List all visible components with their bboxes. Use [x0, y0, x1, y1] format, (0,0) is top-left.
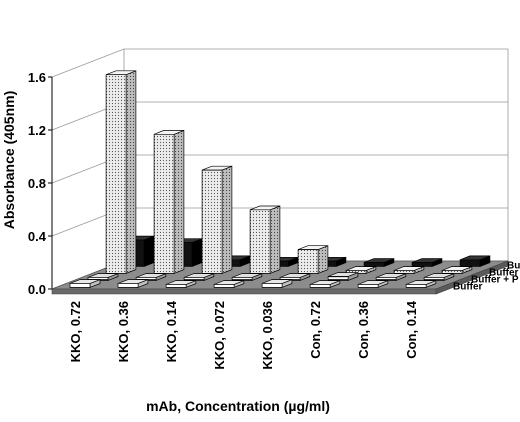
bar-front	[261, 283, 283, 288]
bar	[69, 279, 101, 288]
bar-side	[191, 238, 203, 267]
bar	[411, 258, 443, 267]
x-tick-label: Con, 0.14	[404, 300, 419, 359]
bar	[153, 129, 185, 274]
bar-side	[143, 235, 155, 267]
x-tick-label: KKO, 0.072	[212, 301, 227, 370]
x-tick-label: Con, 0.36	[356, 301, 371, 359]
bar-front	[201, 169, 223, 274]
bar-side	[125, 70, 137, 274]
y-tick-label: 1.2	[28, 123, 46, 138]
bar-front	[117, 283, 139, 288]
x-tick-label: KKO, 0.14	[164, 300, 179, 362]
bar-front	[393, 270, 415, 274]
bar-side	[173, 129, 185, 274]
bar-front	[153, 133, 175, 274]
bar	[345, 266, 377, 274]
series-label: Buffer + P/H	[507, 261, 520, 272]
bar	[201, 165, 233, 274]
bar-front	[105, 74, 127, 274]
bar	[363, 258, 395, 267]
bar-front	[327, 276, 349, 281]
bar	[393, 266, 425, 274]
bar	[87, 273, 119, 281]
bar	[213, 280, 245, 288]
bar-front	[213, 284, 235, 288]
bar-front	[231, 277, 253, 281]
bar	[357, 280, 389, 288]
y-tick-label: 0.8	[28, 176, 46, 191]
bar	[309, 280, 341, 288]
bar-front	[375, 277, 397, 281]
series-label: Buffer + P	[471, 275, 519, 286]
x-axis-label: mAb, Concentration (µg/ml)	[146, 398, 330, 414]
bar-front	[165, 284, 187, 288]
bar	[459, 255, 491, 267]
bar-front	[405, 284, 427, 288]
x-tick-label: KKO, 0.036	[260, 301, 275, 370]
bar	[183, 273, 215, 281]
x-tick-label: Con, 0.72	[308, 301, 323, 359]
bar-front	[309, 284, 331, 288]
bar	[105, 70, 137, 274]
bar-side	[269, 205, 281, 274]
bar	[441, 266, 473, 274]
bar	[297, 245, 329, 274]
y-tick-label: 0.4	[28, 229, 47, 244]
bar	[375, 273, 407, 281]
bar	[261, 279, 293, 288]
bar	[165, 280, 197, 288]
bar-front	[357, 284, 379, 288]
series-label: Buffer	[453, 282, 483, 293]
bar	[117, 279, 149, 288]
y-axis-label: Absorbance (405nm)	[1, 91, 17, 229]
bar	[231, 273, 263, 281]
bar	[423, 273, 455, 281]
bar-front	[459, 259, 481, 267]
bar	[405, 280, 437, 288]
bar-side	[317, 245, 329, 274]
series-label: Buffer + H	[489, 268, 520, 279]
bar-front	[423, 277, 445, 281]
bar-front	[249, 209, 271, 274]
floor-front	[51, 288, 437, 295]
bar-front	[411, 262, 433, 267]
bar	[327, 272, 359, 281]
floor-side	[435, 260, 509, 295]
bar-front	[363, 262, 385, 267]
chart-bars	[69, 70, 491, 288]
x-tick-label: KKO, 0.36	[116, 301, 131, 362]
bar-front	[183, 277, 205, 281]
y-tick-label: 1.6	[28, 70, 46, 85]
bar	[249, 205, 281, 274]
bar-front	[69, 283, 91, 288]
bar	[279, 273, 311, 281]
bar	[135, 273, 167, 281]
y-tick-label: 0.0	[28, 282, 46, 297]
x-tick-label: KKO, 0.72	[68, 301, 83, 362]
bar-side	[221, 165, 233, 274]
bar-front	[441, 270, 463, 274]
chart-labels: 0.0 0.4 0.8 1.2 1.6 KKO, 0.72 KKO, 0.36 KKO, 0.…	[28, 70, 520, 370]
bar-front	[297, 249, 319, 274]
